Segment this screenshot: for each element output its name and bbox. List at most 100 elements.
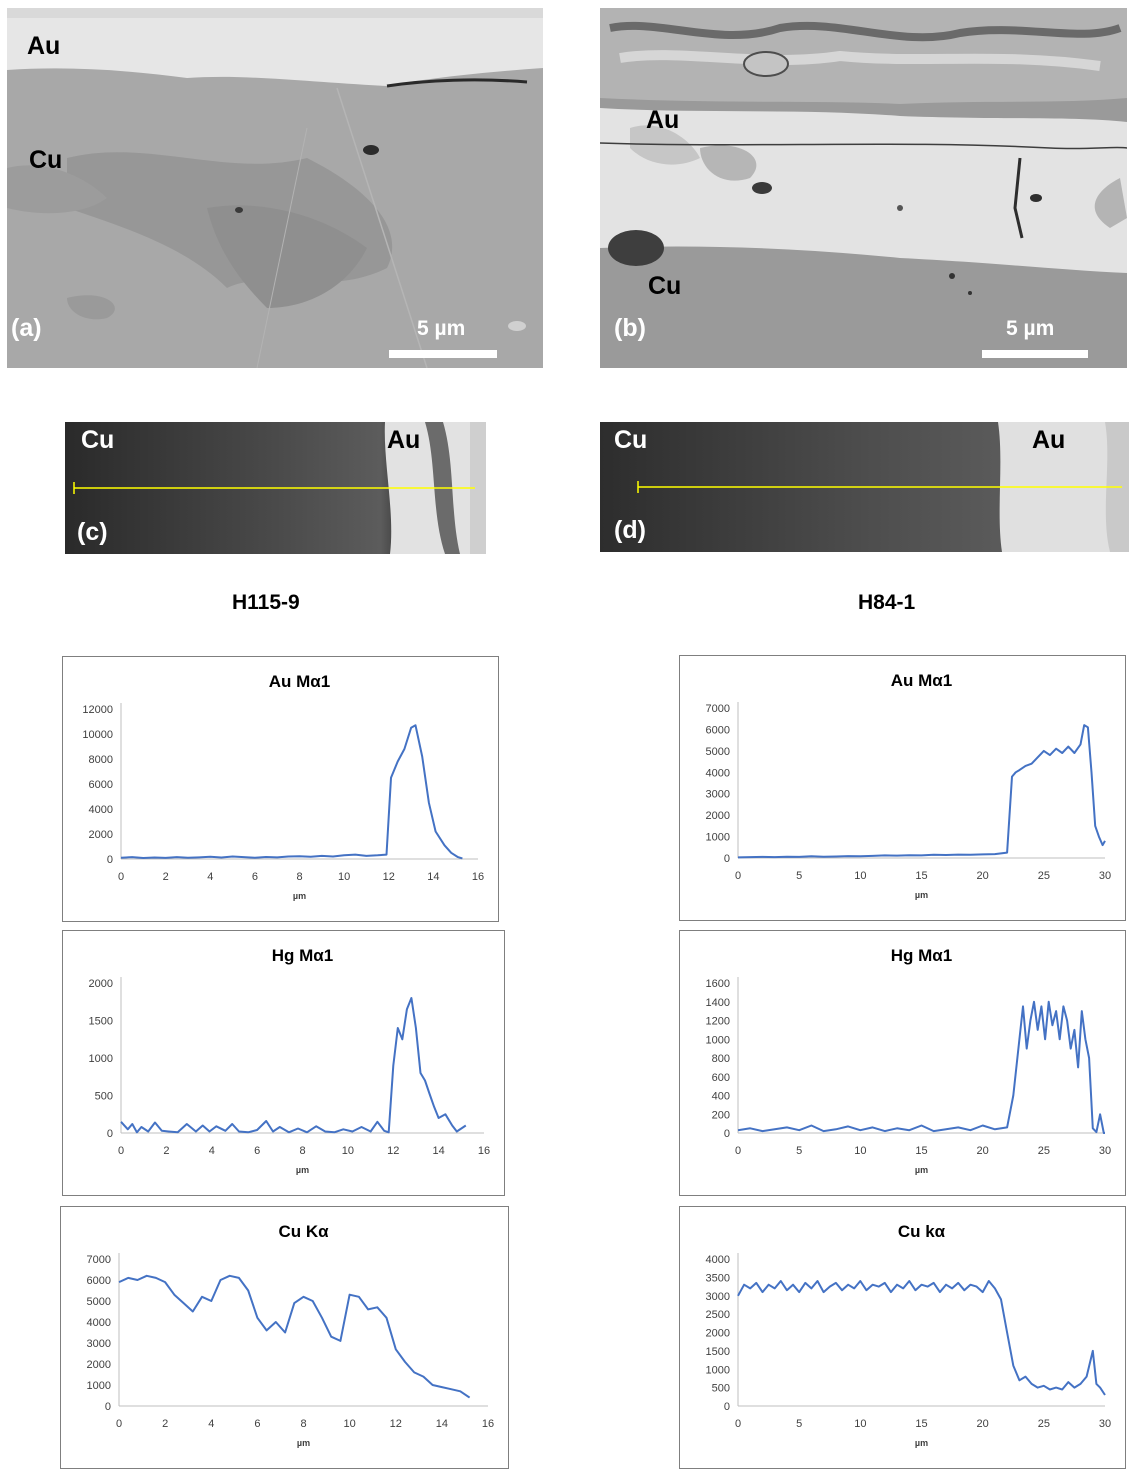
chart2-y-tick-6: 6000	[87, 1275, 111, 1287]
chart2-x-tick-1: 2	[162, 1418, 168, 1430]
chart2-y-tick-7: 7000	[87, 1254, 111, 1266]
chart2-x-tick-5: 10	[344, 1418, 356, 1430]
chart4-y-tick-2: 400	[712, 1091, 730, 1103]
panel-label-b: (b)	[614, 314, 646, 342]
chart3-y-tick-7: 7000	[706, 703, 730, 715]
chart5-y-tick-7: 3500	[706, 1272, 730, 1284]
chart4-x-label: µm	[915, 1165, 928, 1175]
chart4-y-tick-0: 0	[724, 1128, 730, 1140]
micrograph-b: Au Cu (b) 5 µm	[600, 8, 1127, 368]
chart5-series-0-line	[737, 1280, 1106, 1396]
chart-cu-h115-9: Cu Kα 0 1000 2000 3000 4000 5000 6000 7000 0 2 4 6 8 1…	[60, 1206, 509, 1469]
chart4-y-tick-1: 200	[712, 1109, 730, 1121]
chart4-y-tick-8: 1600	[706, 978, 730, 990]
chart0-y-tick-4: 8000	[89, 754, 113, 766]
label-au: Au	[27, 32, 61, 60]
chart3-x-tick-6: 30	[1099, 870, 1111, 882]
chart3-y-tick-3: 3000	[706, 789, 730, 801]
chart0-x-tick-8: 16	[472, 871, 484, 883]
chart3-y-tick-6: 6000	[706, 724, 730, 736]
chart0-x-tick-3: 6	[252, 871, 258, 883]
chart4-x-tick-3: 15	[915, 1145, 927, 1157]
chart3-x-tick-4: 20	[977, 870, 989, 882]
panel-label-d: (d)	[614, 516, 646, 544]
scale-bar	[389, 350, 497, 358]
chart0-x-label: µm	[293, 891, 306, 901]
chart3-y-tick-4: 4000	[706, 767, 730, 779]
chart0-x-tick-5: 10	[338, 871, 350, 883]
chart1-x-tick-8: 16	[478, 1145, 490, 1157]
chart4-x-tick-4: 20	[977, 1145, 989, 1157]
chart4-x-tick-1: 5	[796, 1145, 802, 1157]
chart4-x-tick-6: 30	[1099, 1145, 1111, 1157]
chart2-x-tick-4: 8	[300, 1418, 306, 1430]
chart4-x-tick-0: 0	[735, 1145, 741, 1157]
chart4-series-0-line	[737, 1000, 1105, 1134]
chart5-y-tick-5: 2500	[706, 1309, 730, 1321]
chart4-y-tick-5: 1000	[706, 1034, 730, 1046]
chart-svg: Au Mα1 0 2000 4000 6000 8000 10000 12000 0 2 4 6 8 10…	[82, 672, 484, 901]
chart1-x-tick-4: 8	[299, 1145, 305, 1157]
chart2-x-tick-8: 16	[482, 1418, 494, 1430]
chart-svg: Cu Kα 0 1000 2000 3000 4000 5000 6000 7000 0 2 4 6 8 1…	[87, 1222, 495, 1448]
chart1-y-tick-2: 1000	[89, 1053, 113, 1065]
chart3-x-label: µm	[915, 890, 928, 900]
chart2-x-tick-2: 4	[208, 1418, 214, 1430]
chart4-x-tick-2: 10	[854, 1145, 866, 1157]
chart1-y-tick-3: 1500	[89, 1016, 113, 1028]
chart5-x-tick-2: 10	[854, 1418, 866, 1430]
chart5-x-tick-4: 20	[977, 1418, 989, 1430]
label-cu: Cu	[81, 426, 115, 454]
scale-bar-label: 5 µm	[1006, 317, 1055, 340]
chart4-y-tick-4: 800	[712, 1053, 730, 1065]
chart2-y-tick-2: 2000	[87, 1359, 111, 1371]
label-au: Au	[387, 426, 421, 454]
chart-au-h84-1: Au Mα1 0 1000 2000 3000 4000 5000 6000 7000 0 5 10 1…	[679, 655, 1126, 921]
chart3-title: Au Mα1	[891, 671, 952, 690]
chart1-x-tick-3: 6	[254, 1145, 260, 1157]
chart5-x-tick-5: 25	[1038, 1418, 1050, 1430]
sample-title-right: H84-1	[858, 591, 916, 614]
chart5-x-tick-1: 5	[796, 1418, 802, 1430]
chart3-x-tick-1: 5	[796, 870, 802, 882]
chart0-y-tick-0: 0	[107, 854, 113, 866]
chart2-y-tick-0: 0	[105, 1401, 111, 1413]
chart0-x-tick-0: 0	[118, 871, 124, 883]
chart2-y-tick-4: 4000	[87, 1317, 111, 1329]
chart3-series-0-line	[737, 724, 1106, 859]
chart0-y-tick-2: 4000	[89, 804, 113, 816]
chart2-series-0-line	[118, 1274, 471, 1399]
chart3-x-tick-3: 15	[915, 870, 927, 882]
linescan-c: Cu Au (c)	[65, 422, 486, 554]
chart4-title: Hg Mα1	[891, 946, 952, 965]
chart1-x-label: µm	[296, 1165, 309, 1175]
chart1-x-tick-1: 2	[163, 1145, 169, 1157]
chart0-y-tick-1: 2000	[89, 829, 113, 841]
chart3-x-tick-2: 10	[854, 870, 866, 882]
chart1-x-tick-5: 10	[342, 1145, 354, 1157]
chart3-y-tick-5: 5000	[706, 746, 730, 758]
label-au: Au	[646, 106, 680, 134]
chart-svg: Au Mα1 0 1000 2000 3000 4000 5000 6000 7000 0 5 10 1…	[706, 671, 1112, 900]
micrograph-b-image	[600, 8, 1127, 368]
chart0-series-0-line	[120, 724, 463, 860]
chart1-x-tick-6: 12	[387, 1145, 399, 1157]
chart3-x-tick-0: 0	[735, 870, 741, 882]
chart1-x-tick-0: 0	[118, 1145, 124, 1157]
linescan-d-image	[600, 422, 1129, 552]
chart3-y-tick-2: 2000	[706, 810, 730, 822]
chart2-x-tick-3: 6	[254, 1418, 260, 1430]
chart0-x-tick-7: 14	[427, 871, 439, 883]
chart5-y-tick-0: 0	[724, 1401, 730, 1413]
chart0-y-tick-3: 6000	[89, 779, 113, 791]
chart5-y-tick-4: 2000	[706, 1328, 730, 1340]
micrograph-a: Au Cu (a) 5 µm	[7, 8, 543, 368]
chart3-y-tick-1: 1000	[706, 832, 730, 844]
chart0-x-tick-6: 12	[383, 871, 395, 883]
chart1-title: Hg Mα1	[272, 946, 333, 965]
chart5-x-tick-0: 0	[735, 1418, 741, 1430]
chart5-title: Cu kα	[898, 1222, 946, 1241]
chart4-x-tick-5: 25	[1038, 1145, 1050, 1157]
chart5-y-tick-3: 1500	[706, 1346, 730, 1358]
chart1-series-0-line	[120, 997, 467, 1134]
